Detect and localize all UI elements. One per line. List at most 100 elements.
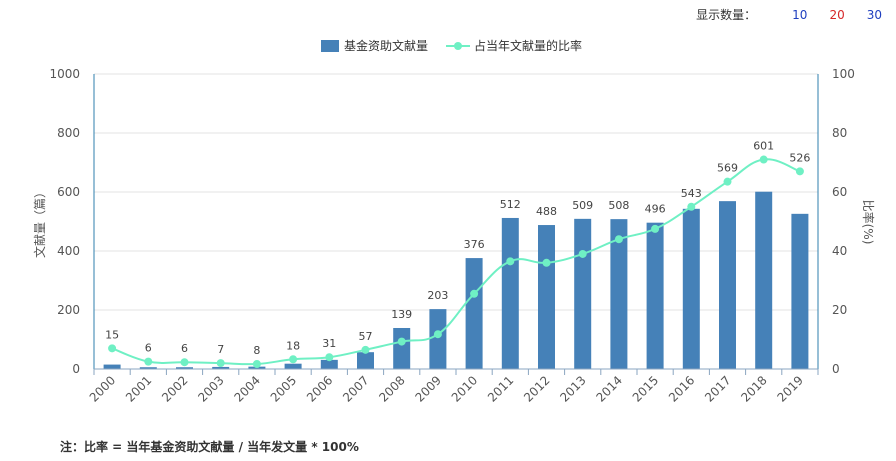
ratio-point[interactable] (759, 155, 768, 164)
bar-value-label: 31 (322, 337, 336, 350)
y-right-tick-label: 100 (832, 67, 855, 81)
x-tick-label: 2002 (159, 373, 190, 404)
ratio-point[interactable] (506, 257, 515, 266)
x-tick-label: 2019 (775, 373, 806, 404)
ratio-point[interactable] (397, 337, 406, 346)
legend-line-label[interactable]: 占当年文献量的比率 (474, 38, 582, 53)
x-tick-label: 2007 (340, 373, 371, 404)
x-tick-label: 2009 (413, 373, 444, 404)
y-right-tick-label: 0 (832, 362, 840, 376)
y-left-tick-label: 0 (72, 362, 80, 376)
ratio-point[interactable] (687, 202, 696, 211)
data-labels: 15 6 6 7 8 18 31 57 139 203 376 512 488 509 508 496 543 5… (105, 140, 810, 357)
bar-value-label: 57 (359, 330, 373, 343)
bar[interactable] (538, 225, 555, 369)
x-tick-label: 2005 (268, 373, 299, 404)
ratio-point[interactable] (252, 359, 261, 368)
ratio-point[interactable] (325, 353, 334, 362)
bar[interactable] (610, 219, 628, 369)
x-tick-label: 2015 (630, 373, 661, 404)
bar-value-label: 508 (608, 199, 629, 212)
bar[interactable] (791, 213, 809, 369)
y-axis-left-title: 文献量（篇） (32, 186, 47, 258)
bar[interactable] (393, 327, 411, 369)
bar[interactable] (212, 366, 230, 369)
y-left-tick-label: 600 (57, 185, 80, 199)
bar[interactable] (429, 309, 447, 369)
bar-value-label: 509 (572, 199, 593, 212)
bar[interactable] (103, 364, 121, 369)
ratio-point[interactable] (180, 358, 189, 367)
x-tick-label: 2003 (195, 373, 226, 404)
ratio-point[interactable] (108, 344, 117, 353)
bar[interactable] (682, 208, 700, 369)
x-tick-label: 2018 (738, 373, 769, 404)
bar-value-label: 6 (145, 342, 152, 355)
x-tick-label: 2011 (485, 373, 516, 404)
bar[interactable] (755, 191, 773, 369)
x-tick-label: 2010 (449, 373, 480, 404)
y-left-tick-label: 200 (57, 303, 80, 317)
bar-value-label: 488 (536, 205, 557, 218)
legend-bar-label[interactable]: 基金资助文献量 (344, 38, 428, 53)
ratio-point[interactable] (361, 345, 370, 354)
x-tick-label: 2012 (521, 373, 552, 404)
bar-value-label: 601 (753, 140, 774, 153)
display-count-bar: 显示数量： 10 20 30 (696, 6, 882, 23)
footnote: 注：比率 = 当年基金资助文献量 / 当年发文量 * 100% (60, 440, 359, 454)
bar[interactable] (139, 367, 157, 369)
bar-value-label: 569 (717, 162, 738, 175)
bar[interactable] (176, 367, 193, 369)
y-left-tick-label: 800 (57, 126, 80, 140)
legend-line-marker (454, 42, 462, 50)
legend-bar-swatch[interactable] (321, 40, 339, 52)
bar-value-label: 8 (253, 344, 260, 357)
x-tick-label: 2016 (666, 373, 697, 404)
bar[interactable] (320, 359, 338, 369)
ratio-point[interactable] (470, 289, 479, 298)
display-count-option-20[interactable]: 20 (829, 7, 845, 22)
bar-value-label: 512 (500, 198, 521, 211)
ratio-point[interactable] (651, 224, 660, 233)
ratio-point[interactable] (578, 249, 587, 258)
x-tick-label: 2008 (376, 373, 407, 404)
x-tick-label: 2006 (304, 373, 335, 404)
bar[interactable] (646, 222, 664, 369)
ratio-point[interactable] (144, 357, 153, 366)
bar-value-label: 6 (181, 342, 188, 355)
bar[interactable] (501, 217, 519, 369)
x-tick-label: 2013 (557, 373, 588, 404)
y-right-tick-label: 80 (832, 126, 847, 140)
bar-value-label: 203 (427, 289, 448, 302)
bar[interactable] (284, 363, 302, 369)
display-count-option-30[interactable]: 30 (866, 7, 882, 22)
ratio-point[interactable] (795, 167, 804, 176)
bar[interactable] (719, 201, 736, 369)
bar-value-label: 526 (789, 151, 810, 164)
y-right-tick-label: 60 (832, 185, 847, 199)
display-count-label: 显示数量： (696, 8, 757, 22)
y-left-tick-label: 400 (57, 244, 80, 258)
ratio-point[interactable] (614, 235, 623, 244)
bar-value-label: 376 (464, 238, 485, 251)
x-tick-label: 2014 (594, 373, 625, 404)
bar-value-label: 543 (681, 187, 702, 200)
bar-value-label: 15 (105, 328, 119, 341)
bar[interactable] (357, 352, 374, 369)
bar-value-label: 7 (217, 343, 224, 356)
x-tick-label: 2000 (87, 373, 118, 404)
ratio-point[interactable] (216, 359, 225, 368)
ratio-point[interactable] (433, 330, 442, 339)
ratio-point[interactable] (289, 355, 298, 364)
bar-series (103, 191, 809, 369)
ratio-point[interactable] (542, 258, 551, 267)
bar[interactable] (574, 218, 592, 369)
y-right-tick-label: 40 (832, 244, 847, 258)
bar[interactable] (465, 258, 483, 369)
ratio-point[interactable] (723, 177, 732, 186)
y-left-tick-label: 1000 (49, 67, 80, 81)
display-count-option-10[interactable]: 10 (792, 7, 808, 22)
y-axis-right-title: 比率(%) (861, 200, 876, 245)
x-tick-label: 2017 (702, 373, 733, 404)
